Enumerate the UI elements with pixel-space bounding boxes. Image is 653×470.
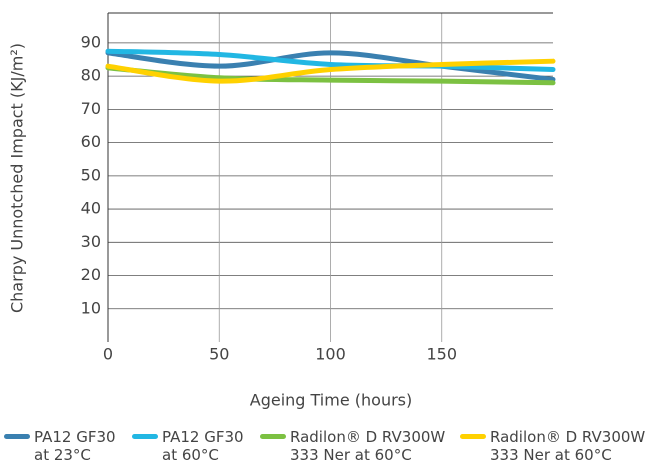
x-tick-label: 50	[209, 345, 229, 364]
y-tick-label: 20	[81, 265, 101, 284]
series-line	[105, 58, 556, 84]
series-line	[105, 48, 556, 72]
legend: PA12 GF30 at 23°C PA12 GF30 at 60°C Radilo…	[0, 428, 653, 464]
legend-swatch	[460, 434, 486, 439]
y-tick-label: 90	[81, 32, 101, 51]
y-tick-label: 60	[81, 132, 101, 151]
legend-label: PA12 GF30 at 23°C	[34, 428, 116, 464]
y-tick-label: 10	[81, 298, 101, 317]
legend-swatch	[4, 434, 30, 439]
y-tick-label: 40	[81, 199, 101, 218]
y-tick-label: 70	[81, 99, 101, 118]
legend-item: Radilon® D RV300W 333 Ner at 60°C	[256, 428, 456, 464]
legend-item: PA12 GF30 at 60°C	[128, 428, 256, 464]
x-tick-label: 100	[315, 345, 346, 364]
x-axis-label: Ageing Time (hours)	[250, 391, 412, 410]
series-line	[105, 50, 556, 82]
legend-item: PA12 GF30 at 23°C	[0, 428, 128, 464]
legend-swatch	[132, 434, 158, 439]
legend-label: PA12 GF30 at 60°C	[162, 428, 244, 464]
y-tick-label: 30	[81, 232, 101, 251]
legend-swatch	[260, 434, 286, 439]
x-tick-label: 150	[426, 345, 457, 364]
legend-item: Radilon® D RV300W 333 Ner at 60°C	[456, 428, 653, 464]
y-tick-label: 50	[81, 165, 101, 184]
legend-label: Radilon® D RV300W 333 Ner at 60°C	[490, 428, 646, 464]
legend-label: Radilon® D RV300W 333 Ner at 60°C	[290, 428, 446, 464]
chart: Charpy Unnotched Impact (KJ/m²) Ageing T…	[8, 12, 556, 410]
y-tick-label: 80	[81, 66, 101, 85]
y-axis-label: Charpy Unnotched Impact (KJ/m²)	[8, 43, 27, 313]
x-tick-label: 0	[103, 345, 113, 364]
series-line	[105, 65, 556, 86]
